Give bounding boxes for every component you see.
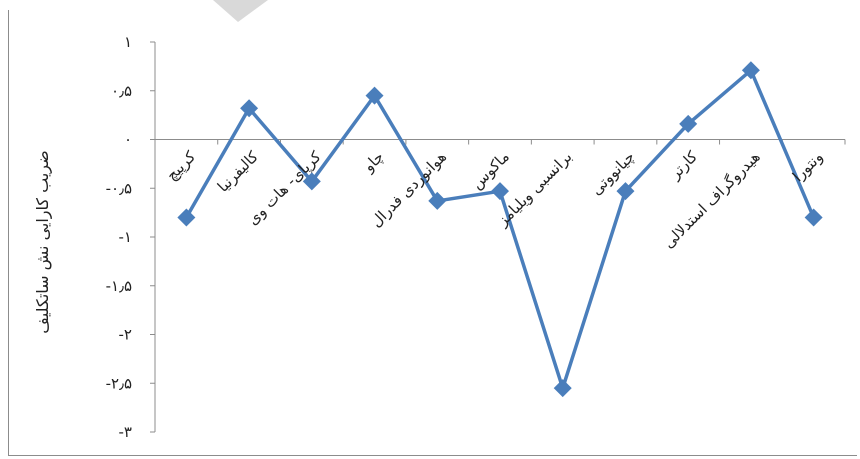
data-point-marker	[428, 191, 447, 210]
data-point-marker	[741, 61, 760, 80]
data-point-marker	[302, 172, 321, 191]
data-point-marker	[240, 99, 259, 118]
x-tick-label: کارتر	[665, 147, 701, 183]
y-tick-label: ۰	[124, 131, 132, 149]
chart-frame	[8, 10, 857, 456]
y-tick-label: ۰٫۵	[111, 82, 132, 100]
data-point-marker	[491, 182, 509, 201]
data-point-marker	[553, 379, 572, 398]
x-tick-label: کرپیچ	[163, 147, 201, 185]
y-tick-label: -۳	[119, 423, 132, 441]
y-tick-label: -۲	[119, 326, 132, 344]
series-line	[184, 68, 816, 390]
y-tick-label: -۱٫۵	[106, 277, 132, 295]
decorative-wedge-shape	[213, 0, 268, 22]
decorative-wedge	[213, 0, 268, 22]
data-point-marker	[365, 86, 384, 105]
data-point-marker	[177, 208, 196, 227]
labels-layer: ضریب کارایی نش ساتکلیف کرپیچ کالیفرنیاکرپا…	[33, 147, 826, 334]
data-point-marker	[804, 208, 823, 227]
y-axis-title: ضریب کارایی نش ساتکلیف	[33, 150, 53, 333]
y-tick-label: -۲٫۵	[106, 374, 132, 392]
y-tick-label: -۰٫۵	[106, 179, 132, 197]
data-point-marker	[616, 182, 635, 201]
x-tick-label: ونتورا	[789, 148, 827, 186]
y-tick-label: -۱	[119, 228, 132, 246]
y-tick-label: ۱	[124, 33, 132, 51]
x-tick-label: چاو	[359, 148, 387, 176]
data-point-marker	[679, 114, 698, 133]
axes-group: ۱ ۰٫۵ ۰ -۰٫۵ -۱ -۱٫۵ -۲ -۲٫۵ -۳	[106, 33, 846, 441]
series-layer	[177, 61, 823, 398]
x-tick-label: ماکوس	[468, 148, 513, 193]
